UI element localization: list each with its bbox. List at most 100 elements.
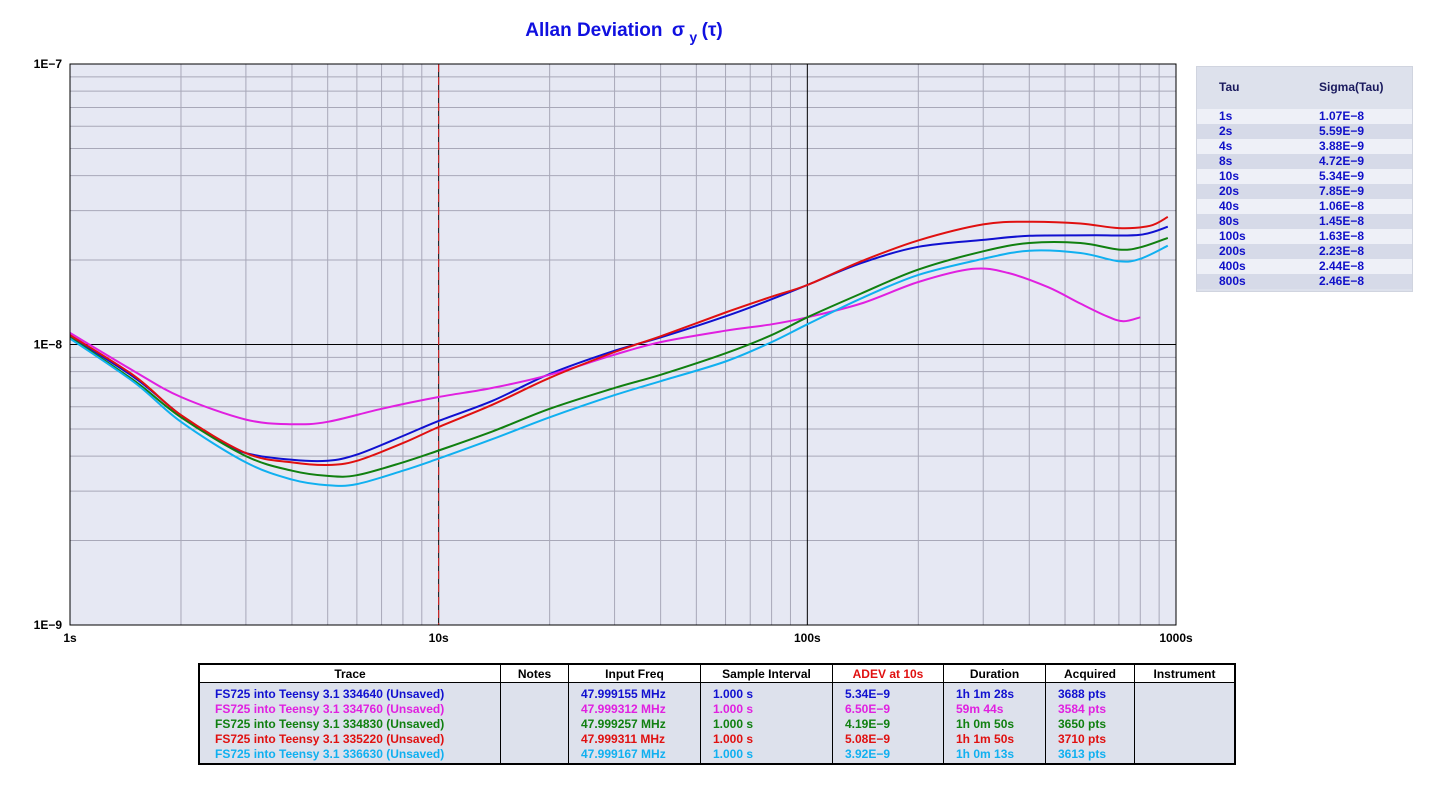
tau-value: 10s — [1219, 169, 1240, 183]
trace-notes-value — [513, 702, 568, 717]
sample-interval-column-header: Sample Interval — [700, 663, 833, 683]
sigma-table-header: Tau Sigma(Tau) — [1197, 80, 1412, 96]
trace-trace-value: FS725 into Teensy 3.1 334830 (Unsaved) — [215, 717, 445, 731]
chart-title-argument: (τ) — [702, 20, 723, 41]
sigma-value: 2.23E−8 — [1319, 244, 1365, 258]
trace-notes-value — [513, 717, 568, 732]
tau-value: 1s — [1219, 109, 1233, 123]
sigma-value: 7.85E−9 — [1319, 184, 1365, 198]
trace-adev-value: 4.19E−9 — [845, 717, 891, 731]
y-axis-tick-labels: 1E−9 1E−8 1E−7 — [34, 57, 63, 632]
trace-input-freq-value: 47.999167 MHz — [581, 747, 666, 761]
sigma-table-row: 10s 5.34E−9 — [1197, 169, 1412, 184]
trace-adev-value: 3.92E−9 — [845, 747, 891, 761]
sigma-table-row: 8s 4.72E−9 — [1197, 154, 1412, 169]
series-line-5 — [69, 244, 1169, 487]
trace-table-body: FS725 into Teensy 3.1 334640 (Unsaved) FS… — [198, 682, 1236, 764]
sigma-table-row: 1s 1.07E−8 — [1197, 109, 1412, 124]
tau-value: 20s — [1219, 184, 1240, 198]
sigma-value: 5.59E−9 — [1319, 124, 1365, 138]
tau-column-header: Tau — [1219, 80, 1240, 94]
trace-names-cell: FS725 into Teensy 3.1 334640 (Unsaved) FS… — [198, 682, 501, 764]
y-tick-label: 1E−7 — [34, 57, 63, 71]
sigma-tau-panel: Tau Sigma(Tau) 1s 1.07E−8 2s 5.59E−9 4s 3.88E… — [1196, 66, 1413, 292]
trace-sample-interval-value: 1.000 s — [713, 747, 754, 761]
trace-instrument-value — [1147, 717, 1234, 732]
trace-duration-value: 1h 0m 50s — [956, 717, 1015, 731]
sigma-table-rows: 1s 1.07E−8 2s 5.59E−9 4s 3.88E−9 8s 4.72E−9 10s 5… — [1197, 109, 1412, 289]
trace-trace-value: FS725 into Teensy 3.1 335220 (Unsaved) — [215, 732, 445, 746]
trace-sample-interval-value: 1.000 s — [713, 687, 754, 701]
x-tick-label: 1000s — [1159, 631, 1193, 645]
trace-sample-interval-value: 1.000 s — [713, 732, 754, 746]
trace-acquired-value: 3710 pts — [1058, 732, 1107, 746]
allan-deviation-chart: Allan Deviation σ y (τ) 1s 10s 100s 1000s 1… — [34, 20, 1193, 645]
trace-adev-value: 6.50E−9 — [845, 702, 891, 716]
x-tick-label: 1s — [63, 631, 77, 645]
trace-trace-value: FS725 into Teensy 3.1 334640 (Unsaved) — [215, 687, 445, 701]
trace-notes-value — [513, 747, 568, 762]
sigma-value: 2.44E−8 — [1319, 259, 1365, 273]
series-line-4 — [69, 216, 1169, 467]
x-tick-label: 100s — [794, 631, 821, 645]
trace-table-header-row: Trace Notes Input Freq Sample Interval A… — [198, 663, 1236, 683]
notes-cell — [500, 682, 569, 764]
chart-title-symbol: σ — [672, 20, 685, 41]
instrument-column-header: Instrument — [1134, 663, 1236, 683]
trace-instrument-value — [1147, 687, 1234, 702]
trace-adev-value: 5.34E−9 — [845, 687, 891, 701]
duration-column-header: Duration — [943, 663, 1046, 683]
trace-acquired-value: 3650 pts — [1058, 717, 1107, 731]
sample-interval-cell: 1.000 s 1.000 s 1.000 s 1.000 s 1.000 s — [700, 682, 833, 764]
sigma-value: 2.46E−8 — [1319, 274, 1365, 288]
series-line-3 — [69, 236, 1169, 478]
y-tick-label: 1E−9 — [34, 618, 63, 632]
tau-value: 8s — [1219, 154, 1233, 168]
tau-value: 4s — [1219, 139, 1233, 153]
tau-value: 200s — [1219, 244, 1246, 258]
sigma-table-row: 100s 1.63E−8 — [1197, 229, 1412, 244]
trace-column-header: Trace — [198, 663, 501, 683]
sigma-table-row: 40s 1.06E−8 — [1197, 199, 1412, 214]
adev-cell: 5.34E−9 6.50E−9 4.19E−9 5.08E−9 3.92E−9 — [832, 682, 944, 764]
sigma-table-row: 80s 1.45E−8 — [1197, 214, 1412, 229]
trace-trace-value: FS725 into Teensy 3.1 336630 (Unsaved) — [215, 747, 445, 761]
tau-value: 100s — [1219, 229, 1246, 243]
trace-instrument-value — [1147, 702, 1234, 717]
trace-acquired-value: 3688 pts — [1058, 687, 1107, 701]
tau-value: 2s — [1219, 124, 1233, 138]
trace-notes-value — [513, 732, 568, 747]
trace-trace-value: FS725 into Teensy 3.1 334760 (Unsaved) — [215, 702, 445, 716]
sigma-value: 1.45E−8 — [1319, 214, 1365, 228]
chart-title-text: Allan Deviation — [525, 20, 662, 41]
tau-value: 80s — [1219, 214, 1240, 228]
trace-notes-value — [513, 687, 568, 702]
sigma-table-row: 20s 7.85E−9 — [1197, 184, 1412, 199]
sigma-table-row: 800s 2.46E−8 — [1197, 274, 1412, 289]
trace-adev-value: 5.08E−9 — [845, 732, 891, 746]
plot-border — [69, 63, 1177, 626]
sigma-value: 4.72E−9 — [1319, 154, 1365, 168]
input-freq-cell: 47.999155 MHz 47.999312 MHz 47.999257 MHz 4… — [568, 682, 701, 764]
chart-title: Allan Deviation σ y (τ) — [525, 20, 723, 46]
chart-title-subscript: y — [689, 29, 697, 45]
trace-duration-value: 1h 1m 50s — [956, 732, 1015, 746]
acquired-cell: 3688 pts 3584 pts 3650 pts 3710 pts 3613 pts — [1045, 682, 1135, 764]
trace-input-freq-value: 47.999312 MHz — [581, 702, 666, 716]
trace-sample-interval-value: 1.000 s — [713, 702, 754, 716]
adev-column-header: ADEV at 10s — [832, 663, 944, 683]
sigma-table-row: 2s 5.59E−9 — [1197, 124, 1412, 139]
duration-cell: 1h 1m 28s 59m 44s 1h 0m 50s 1h 1m 50s 1h 0m … — [943, 682, 1046, 764]
trace-table: Trace Notes Input Freq Sample Interval A… — [198, 663, 1236, 765]
series-lines — [69, 216, 1169, 487]
trace-input-freq-value: 47.999311 MHz — [581, 732, 666, 746]
sigma-table-row: 4s 3.88E−9 — [1197, 139, 1412, 154]
sigma-column-header: Sigma(Tau) — [1319, 80, 1384, 94]
tau-value: 40s — [1219, 199, 1240, 213]
sigma-value: 1.06E−8 — [1319, 199, 1365, 213]
input-freq-column-header: Input Freq — [568, 663, 701, 683]
trace-duration-value: 1h 0m 13s — [956, 747, 1015, 761]
sigma-value: 1.63E−8 — [1319, 229, 1365, 243]
notes-column-header: Notes — [500, 663, 569, 683]
sigma-value: 3.88E−9 — [1319, 139, 1365, 153]
